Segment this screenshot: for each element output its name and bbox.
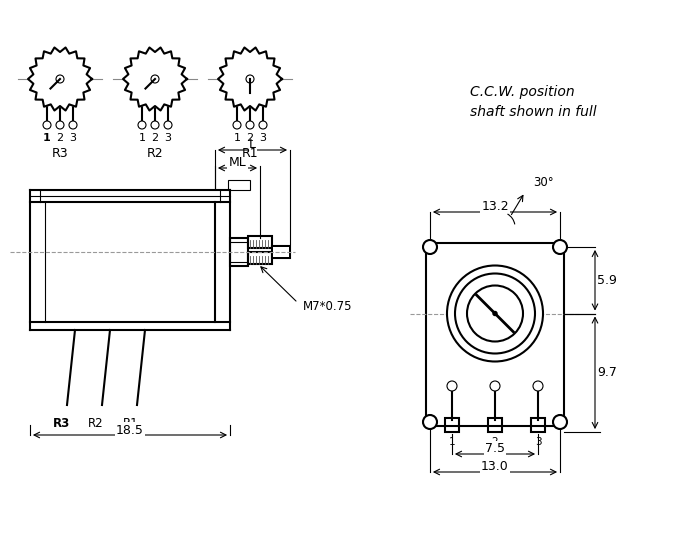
Text: ML: ML <box>229 157 246 170</box>
Polygon shape <box>218 48 282 111</box>
Circle shape <box>151 75 159 83</box>
Text: shaft shown in full: shaft shown in full <box>470 105 596 119</box>
Text: 3: 3 <box>535 437 541 447</box>
Bar <box>272 246 290 258</box>
Text: R1: R1 <box>241 147 258 160</box>
Bar <box>30 202 230 322</box>
Bar <box>488 418 502 432</box>
Bar <box>230 238 248 266</box>
Text: 13.0: 13.0 <box>481 461 509 474</box>
Circle shape <box>455 274 535 353</box>
Text: 3: 3 <box>260 133 267 143</box>
Bar <box>445 418 459 432</box>
Text: 2: 2 <box>151 133 159 143</box>
Text: 30°: 30° <box>533 176 554 189</box>
Text: C.C.W. position: C.C.W. position <box>470 85 575 99</box>
Text: R2: R2 <box>147 147 163 160</box>
Circle shape <box>493 312 497 315</box>
Text: R2: R2 <box>88 417 104 430</box>
Text: 2: 2 <box>491 437 498 447</box>
Bar <box>228 180 250 190</box>
Circle shape <box>69 121 77 129</box>
Circle shape <box>423 240 437 254</box>
Circle shape <box>151 121 159 129</box>
Circle shape <box>233 121 241 129</box>
Circle shape <box>246 121 254 129</box>
Circle shape <box>423 415 437 429</box>
Bar <box>531 418 545 432</box>
Text: 2: 2 <box>57 133 64 143</box>
Circle shape <box>56 121 64 129</box>
Text: 1: 1 <box>43 133 51 143</box>
Text: 18.5: 18.5 <box>116 423 144 436</box>
Text: 3: 3 <box>69 133 76 143</box>
Text: 1: 1 <box>449 437 455 447</box>
Circle shape <box>553 415 567 429</box>
Text: R3: R3 <box>52 417 69 430</box>
Text: R1: R1 <box>123 417 139 430</box>
Bar <box>248 252 272 264</box>
Text: 3: 3 <box>164 133 172 143</box>
Text: 1: 1 <box>139 133 146 143</box>
Text: 7.5: 7.5 <box>485 442 505 455</box>
Circle shape <box>138 121 146 129</box>
Circle shape <box>533 381 543 391</box>
Circle shape <box>43 121 51 129</box>
Circle shape <box>164 121 172 129</box>
Circle shape <box>56 75 64 83</box>
Text: 13.2: 13.2 <box>481 201 509 214</box>
Bar <box>248 236 272 248</box>
Polygon shape <box>28 48 92 111</box>
Circle shape <box>246 75 254 83</box>
Text: 9.7: 9.7 <box>597 366 617 379</box>
Text: 2: 2 <box>246 133 253 143</box>
Text: M7*0.75: M7*0.75 <box>303 300 353 313</box>
Circle shape <box>467 286 523 341</box>
Text: R3: R3 <box>52 147 69 160</box>
Polygon shape <box>123 48 187 111</box>
Circle shape <box>447 381 457 391</box>
Bar <box>273 247 289 257</box>
Text: 5.9: 5.9 <box>597 274 617 287</box>
Circle shape <box>447 266 543 362</box>
Text: L: L <box>249 139 256 152</box>
Text: 1: 1 <box>234 133 241 143</box>
FancyBboxPatch shape <box>426 243 564 426</box>
Circle shape <box>259 121 267 129</box>
Circle shape <box>553 240 567 254</box>
Circle shape <box>490 381 500 391</box>
